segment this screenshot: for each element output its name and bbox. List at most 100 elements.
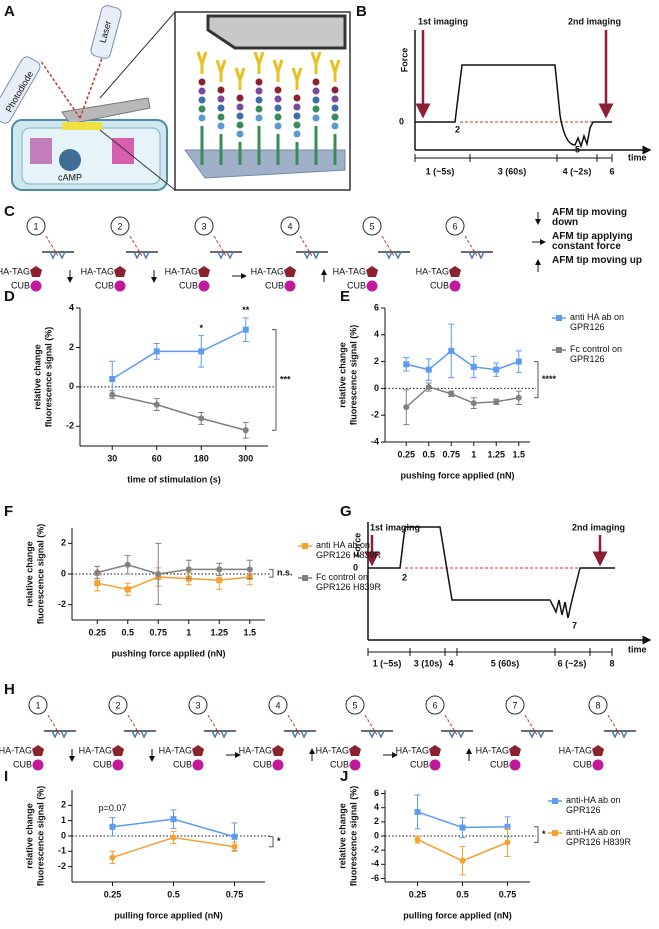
legend-entry: anti HA ab on GPR126 bbox=[570, 312, 625, 332]
x-tick-label: 30 bbox=[107, 453, 117, 463]
tag-icon bbox=[112, 745, 124, 756]
receptor-icon bbox=[291, 730, 308, 739]
laser-beam bbox=[381, 235, 395, 257]
x-tick-label: 0.5 bbox=[456, 889, 469, 899]
cub-icon bbox=[272, 759, 284, 771]
cub-icon bbox=[509, 759, 521, 771]
y-tick-label: 0 bbox=[61, 830, 66, 840]
antibody bbox=[253, 51, 265, 74]
y-tick-label: 4 bbox=[374, 329, 379, 339]
x-tick-label: 1.25 bbox=[210, 627, 228, 637]
x-axis-label: pushing force applied (nN) bbox=[112, 648, 226, 658]
significance: * bbox=[199, 323, 203, 333]
x-tick-label: 0.75 bbox=[442, 449, 460, 459]
step-circle bbox=[110, 216, 130, 236]
receptor-domain bbox=[274, 86, 282, 94]
label-camp: cAMP bbox=[58, 172, 82, 182]
panel-label: B bbox=[356, 3, 367, 20]
y-axis-label: relative change bbox=[24, 803, 34, 869]
data-point bbox=[493, 398, 500, 405]
data-point bbox=[242, 427, 249, 434]
panel-label: E bbox=[340, 288, 350, 305]
data-point bbox=[515, 358, 522, 365]
tag-icon bbox=[272, 745, 284, 756]
x-tick-label: 1.5 bbox=[512, 449, 525, 459]
cub-label: CUB bbox=[11, 280, 30, 290]
step-circle bbox=[362, 216, 382, 236]
series-line bbox=[97, 576, 250, 591]
x-tick-label: 1.25 bbox=[487, 449, 505, 459]
x-tick-label: 180 bbox=[194, 453, 209, 463]
timeline-label: 4 bbox=[448, 658, 453, 668]
tag-label: HA-TAG bbox=[165, 266, 198, 276]
y-tick-label: -2 bbox=[58, 599, 66, 609]
panel-label: H bbox=[4, 681, 15, 698]
step-circle bbox=[588, 695, 608, 715]
step-number: 5 bbox=[369, 221, 374, 231]
data-point bbox=[425, 366, 432, 373]
data-point bbox=[425, 384, 432, 391]
x-tick-label: 0.5 bbox=[167, 889, 180, 899]
data-point bbox=[94, 580, 101, 587]
data-point bbox=[153, 401, 160, 408]
legend-entry-box: anti HA ab on GPR126 bbox=[570, 312, 625, 332]
receptor-icon bbox=[133, 251, 150, 260]
step-circle bbox=[505, 695, 525, 715]
receptor-domain bbox=[255, 87, 263, 95]
cub-label: CUB bbox=[573, 759, 592, 769]
tag-label: HA-TAG bbox=[316, 745, 349, 755]
receptor-icon bbox=[217, 251, 234, 260]
step-number: 6 bbox=[452, 221, 457, 231]
data-point bbox=[170, 816, 177, 823]
significance-bracket bbox=[272, 329, 277, 431]
panel-label: A bbox=[4, 3, 15, 20]
p-value: p=0.07 bbox=[99, 803, 127, 813]
phase-marker: 7 bbox=[572, 620, 577, 630]
receptor-domain bbox=[293, 130, 301, 138]
zero-label: 0 bbox=[399, 116, 404, 126]
tag-label: HA-TAG bbox=[81, 266, 114, 276]
receptor-domain bbox=[331, 122, 339, 130]
x-tick-label: 0.25 bbox=[88, 627, 106, 637]
x-tick-label: 1 bbox=[186, 627, 191, 637]
series-line bbox=[406, 349, 520, 371]
step-circle bbox=[425, 695, 445, 715]
data-point bbox=[216, 577, 223, 584]
y-tick-label: 1 bbox=[61, 815, 66, 825]
cub-label: CUB bbox=[410, 759, 429, 769]
data-point bbox=[185, 566, 192, 573]
y-tick-label: 6 bbox=[374, 302, 379, 312]
laser-beam bbox=[287, 714, 301, 736]
data-point bbox=[459, 857, 466, 864]
legend-marker bbox=[552, 798, 558, 804]
legend-entry-box: Fc control on GPR126 bbox=[570, 344, 622, 364]
timeline-label: 6 bbox=[609, 166, 614, 176]
cub-icon bbox=[32, 759, 44, 771]
y-axis-label: relative change bbox=[337, 342, 347, 408]
step-legend: AFM tip moving up bbox=[552, 256, 642, 266]
receptor-domain bbox=[217, 113, 225, 121]
y-tick-label: -6 bbox=[371, 873, 379, 883]
tag-icon bbox=[32, 745, 44, 756]
tag-icon bbox=[349, 745, 361, 756]
step-number: 7 bbox=[512, 700, 517, 710]
significance: * bbox=[277, 836, 281, 846]
force-label: Force bbox=[352, 533, 362, 558]
x-tick-label: 0.25 bbox=[409, 889, 427, 899]
x-axis-label: pulling force applied (nN) bbox=[403, 910, 512, 920]
receptor-icon bbox=[211, 730, 228, 739]
significance: *** bbox=[280, 374, 291, 384]
antibody bbox=[234, 67, 246, 90]
x-tick-label: 60 bbox=[152, 453, 162, 463]
timeline-label: 4 (~2s) bbox=[563, 166, 592, 176]
series-line bbox=[405, 386, 519, 408]
y-tick-label: -4 bbox=[371, 859, 379, 869]
tag-icon bbox=[509, 745, 521, 756]
time-label: time bbox=[628, 644, 647, 654]
data-point bbox=[198, 348, 205, 355]
significance: **** bbox=[542, 374, 557, 384]
x-tick-label: 1.5 bbox=[243, 627, 256, 637]
x-tick-label: 1 bbox=[471, 449, 476, 459]
step-number: 3 bbox=[195, 700, 200, 710]
cub-icon bbox=[284, 280, 296, 292]
